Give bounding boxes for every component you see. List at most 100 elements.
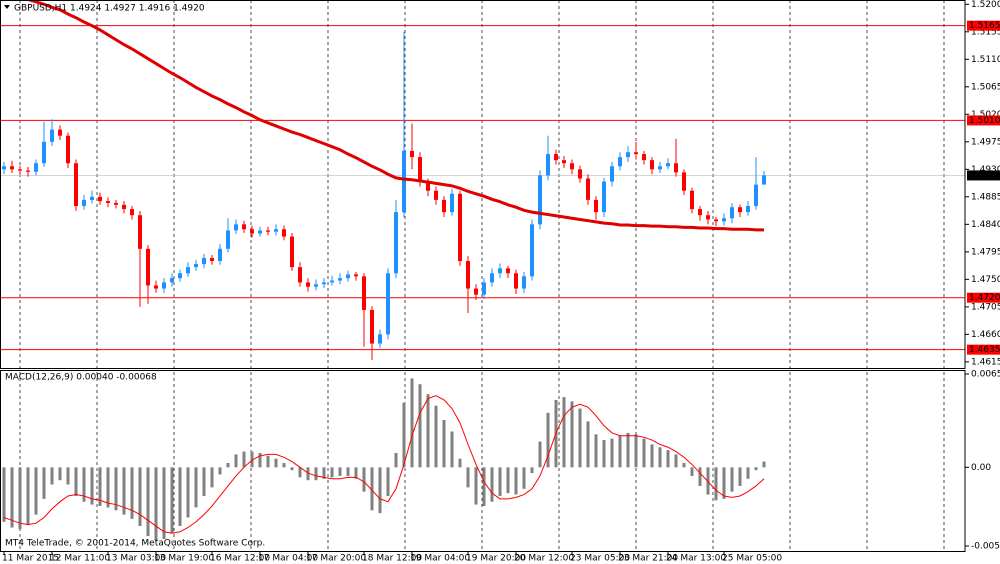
macd-bar [666, 450, 670, 468]
macd-bar [610, 438, 614, 468]
macd-bar [50, 467, 54, 485]
candle-body [474, 288, 478, 295]
macd-bar [114, 467, 118, 511]
macd-bar [618, 435, 622, 468]
candle-body [354, 274, 358, 277]
candle-body [122, 204, 126, 210]
candle-body [578, 169, 582, 179]
macd-bar [450, 431, 454, 468]
macd-bar [650, 444, 654, 468]
macd-bar [498, 467, 502, 496]
y-tick-label: 1.5155 [971, 27, 1000, 37]
macd-bar [2, 467, 6, 522]
candle-body [762, 175, 766, 185]
candle-body [546, 154, 550, 176]
macd-bar [578, 408, 582, 468]
x-tick-label: 19 Mar 04:00 [410, 554, 470, 564]
x-tick-label: 16 Mar 12:00 [210, 554, 270, 564]
x-tick-label: 20 Mar 12:00 [514, 554, 574, 564]
candle-body [330, 280, 334, 283]
y-tick-label: 1.4705 [971, 302, 1000, 312]
candle-body [74, 163, 78, 207]
level-label: 1.5165 [969, 21, 1000, 31]
macd-bar [26, 467, 30, 525]
candle-body [730, 207, 734, 219]
candle-body [386, 273, 390, 335]
candle-body [658, 166, 662, 170]
candle-body [18, 169, 22, 171]
macd-bar [186, 467, 190, 518]
candle-body [114, 202, 118, 205]
macd-bar [642, 438, 646, 468]
macd-bar [154, 467, 158, 541]
candle-body [426, 181, 430, 191]
macd-bar [482, 467, 486, 507]
x-tick-label: 25 Mar 05:00 [722, 554, 782, 564]
candle-body [674, 163, 678, 173]
y-tick-label: 1.5200 [971, 0, 1000, 10]
macd-bar [18, 467, 22, 529]
macd-bar [522, 467, 526, 489]
x-tick-label: 23 Mar 05:00 [570, 554, 630, 564]
y-tick-label: 0.00 [971, 463, 991, 473]
macd-bar [754, 467, 758, 471]
candle-body [722, 218, 726, 222]
macd-bar [298, 467, 302, 478]
candle-body [170, 278, 174, 283]
candle-body [266, 230, 270, 232]
price-frame [0, 0, 966, 369]
macd-bar [418, 384, 422, 468]
candle-body [186, 267, 190, 274]
macd-bar [362, 467, 366, 492]
macd-bar [378, 467, 382, 514]
candle-body [378, 334, 382, 344]
macd-bar [586, 421, 590, 468]
macd-bar [658, 447, 662, 468]
macd-bar [290, 467, 294, 471]
indicator-title: MACD(12,26,9) 0.00040 -0.00068 [5, 373, 157, 383]
candle-body [570, 163, 574, 170]
candle-body [538, 175, 542, 225]
macd-bar [258, 452, 262, 468]
candle-body [42, 141, 46, 164]
candle-body [626, 152, 630, 158]
y-tick-label: -0.00549 [971, 541, 1000, 551]
macd-bar [170, 467, 174, 534]
candle-body [514, 273, 518, 289]
candle-body [210, 257, 214, 262]
current-price-bg [967, 170, 1000, 181]
candle-body [234, 224, 238, 231]
level-label: 1.5010 [969, 116, 1000, 126]
macd-bar [730, 467, 734, 492]
candle-body [242, 224, 246, 230]
chart-title: GBPUSD,H1 1.4924 1.4927 1.4916 1.4920 [14, 4, 205, 14]
candle-body [82, 199, 86, 207]
candle-body [466, 261, 470, 289]
candle-body [154, 285, 158, 289]
macd-bar [106, 467, 110, 508]
macd-bar [682, 463, 686, 468]
macd-bar [746, 467, 750, 479]
x-tick-label: 11 Mar 2015 [2, 554, 59, 564]
x-tick-label: 17 Mar 04:00 [258, 554, 318, 564]
menu-icon[interactable] [4, 5, 10, 9]
candle-body [34, 163, 38, 172]
macd-bar [594, 434, 598, 468]
macd-bar [282, 463, 286, 468]
candle-body [226, 230, 230, 249]
macd-bar [570, 401, 574, 468]
macd-bar [698, 467, 702, 486]
candle-body [258, 230, 262, 234]
x-tick-label: 13 Mar 19:00 [154, 554, 214, 564]
candle-body [682, 172, 686, 191]
macd-bar [458, 458, 462, 468]
macd-bar [218, 467, 222, 475]
candle-body [26, 170, 30, 172]
macd-bar [34, 467, 38, 515]
macd-bar [90, 467, 94, 505]
candle-body [402, 150, 406, 213]
y-tick-label: 1.4840 [971, 220, 1000, 230]
candle-body [178, 273, 182, 279]
time-grid [19, 0, 945, 551]
macd-bar [762, 461, 766, 468]
